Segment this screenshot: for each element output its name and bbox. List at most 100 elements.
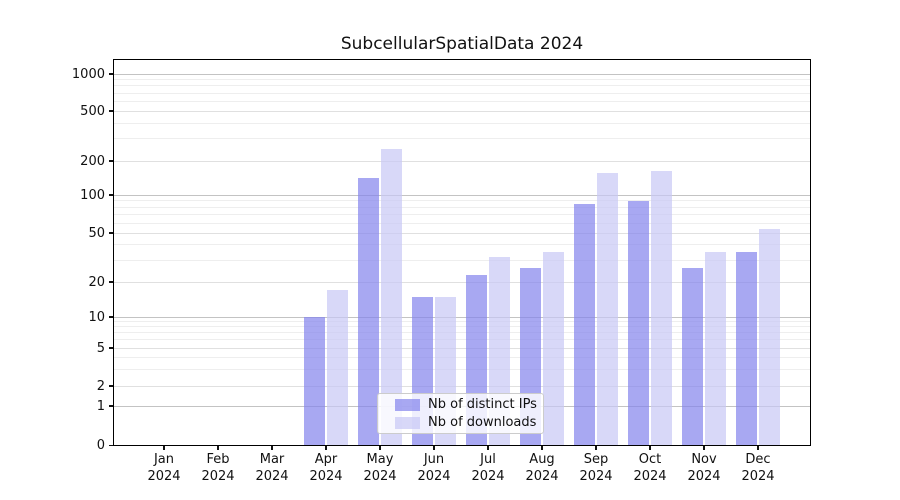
x-tick-label-month: May xyxy=(366,452,394,467)
gridline-minor xyxy=(113,122,811,124)
y-tick-label: 1000 xyxy=(71,66,105,82)
x-tick-label: Dec 2024 xyxy=(726,452,790,485)
chart-title: SubcellularSpatialData 2024 xyxy=(340,34,584,54)
legend-label-distinct-ips: Nb of distinct IPs xyxy=(428,397,537,412)
y-tick-label: 50 xyxy=(88,225,105,241)
y-tick-label: 20 xyxy=(88,274,105,290)
gridline-minor xyxy=(113,222,811,224)
x-tick-label-year: 2024 xyxy=(309,468,343,484)
x-tick xyxy=(757,446,759,450)
x-tick-label-year: 2024 xyxy=(471,468,505,484)
y-tick-label: 500 xyxy=(80,103,105,119)
gridline-minor xyxy=(113,326,811,328)
x-tick-label-month: Sep xyxy=(583,452,609,467)
x-tick-label-month: Apr xyxy=(314,452,338,467)
x-tick xyxy=(433,446,435,450)
y-tick xyxy=(108,347,113,349)
bar-nb-of-distinct-ips xyxy=(358,178,379,446)
x-tick-label: Jan 2024 xyxy=(132,452,196,485)
y-tick xyxy=(108,444,113,447)
x-tick-label: Oct 2024 xyxy=(618,452,682,485)
y-tick xyxy=(108,385,113,387)
gridline-major xyxy=(113,194,811,196)
x-tick-label: Jun 2024 xyxy=(402,452,466,485)
bar-nb-of-downloads xyxy=(327,290,348,446)
y-tick-label: 2 xyxy=(96,378,105,394)
x-tick-label: Aug 2024 xyxy=(510,452,574,485)
y-tick xyxy=(108,232,113,234)
y-tick xyxy=(108,281,113,283)
bar-nb-of-downloads xyxy=(651,171,672,446)
gridline-minor xyxy=(113,79,811,81)
bar-nb-of-distinct-ips xyxy=(682,267,703,446)
x-tick-label-month: Jan xyxy=(153,452,175,467)
x-tick-label: Apr 2024 xyxy=(294,452,358,485)
x-tick xyxy=(379,446,381,450)
x-tick-label-year: 2024 xyxy=(633,468,667,484)
x-tick-label-month: Oct xyxy=(638,452,662,467)
y-tick xyxy=(108,405,113,407)
x-tick-label: Feb 2024 xyxy=(186,452,250,485)
x-tick-label-year: 2024 xyxy=(417,468,451,484)
y-tick-label: 1 xyxy=(96,398,105,414)
y-tick-label: 100 xyxy=(80,187,105,203)
gridline-minor xyxy=(113,332,811,334)
gridline-sub xyxy=(113,232,811,234)
gridline-minor xyxy=(113,100,811,102)
x-tick xyxy=(325,446,327,450)
legend-entry-downloads: Nb of downloads xyxy=(395,415,537,430)
x-tick-label-month: Feb xyxy=(206,452,230,467)
x-tick xyxy=(271,446,273,450)
gridline-minor xyxy=(113,244,811,246)
x-tick-label-month: Dec xyxy=(745,452,771,467)
bar-nb-of-downloads xyxy=(705,252,726,446)
bar-nb-of-downloads xyxy=(759,228,780,446)
gridline-minor xyxy=(113,339,811,341)
y-tick xyxy=(108,73,113,75)
y-tick xyxy=(108,110,113,112)
x-tick-label-year: 2024 xyxy=(741,468,775,484)
x-tick-label: Jul 2024 xyxy=(456,452,520,485)
x-tick-label-year: 2024 xyxy=(579,468,613,484)
x-tick-label: Nov 2024 xyxy=(672,452,736,485)
bar-nb-of-downloads xyxy=(543,252,564,446)
y-tick xyxy=(108,160,113,162)
x-tick xyxy=(541,446,543,450)
gridline-major xyxy=(113,73,811,75)
x-tick-label-month: Jul xyxy=(480,452,496,467)
gridline-sub xyxy=(113,385,811,387)
gridline-minor xyxy=(113,138,811,140)
y-tick xyxy=(108,194,113,196)
plot-area xyxy=(113,59,811,446)
gridline-sub xyxy=(113,281,811,283)
gridline-minor xyxy=(113,206,811,208)
bar-nb-of-distinct-ips xyxy=(304,317,325,446)
y-tick-label: 5 xyxy=(96,340,105,356)
legend-label-downloads: Nb of downloads xyxy=(428,415,537,430)
x-tick-label-year: 2024 xyxy=(363,468,397,484)
y-tick-label: 10 xyxy=(88,309,105,325)
x-tick-label-month: Mar xyxy=(259,452,285,467)
y-tick-label: 0 xyxy=(96,438,105,453)
gridline-minor xyxy=(113,321,811,323)
legend-swatch-downloads xyxy=(395,416,420,429)
x-tick xyxy=(649,446,651,450)
x-tick xyxy=(487,446,489,450)
bar-nb-of-distinct-ips xyxy=(628,200,649,446)
bar-nb-of-distinct-ips xyxy=(574,203,595,446)
y-tick xyxy=(108,316,113,318)
x-tick xyxy=(163,446,165,450)
bar-nb-of-distinct-ips xyxy=(736,252,757,446)
gridline-minor xyxy=(113,356,811,358)
x-tick-label-month: Aug xyxy=(529,452,555,467)
gridline-sub xyxy=(113,160,811,162)
x-tick-label-year: 2024 xyxy=(687,468,721,484)
bar-nb-of-downloads xyxy=(597,172,618,446)
x-tick xyxy=(595,446,597,450)
y-tick-label: 200 xyxy=(80,153,105,169)
gridline-minor xyxy=(113,92,811,94)
gridline-minor xyxy=(113,259,811,261)
legend-swatch-distinct-ips xyxy=(395,398,420,411)
gridline-minor xyxy=(113,200,811,202)
